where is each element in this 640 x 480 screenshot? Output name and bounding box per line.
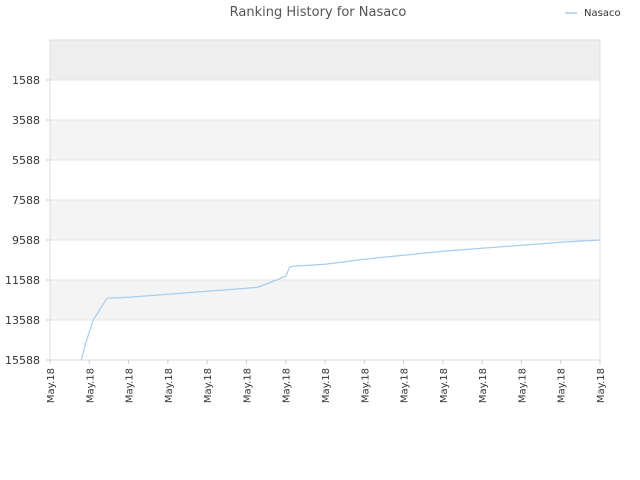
plot-band bbox=[50, 200, 600, 240]
x-tick-label: May.18 bbox=[164, 368, 175, 403]
y-tick-label: 3588 bbox=[12, 114, 40, 127]
x-tick-label: May.18 bbox=[360, 368, 371, 403]
chart-title: Ranking History for Nasaco bbox=[230, 5, 407, 20]
plot-band bbox=[50, 120, 600, 160]
plot-band bbox=[50, 280, 600, 320]
series-line-nasaco bbox=[80, 239, 601, 361]
y-tick-label: 5588 bbox=[12, 154, 40, 167]
x-tick-label: May.18 bbox=[321, 368, 332, 403]
x-tick-label: May.18 bbox=[46, 368, 57, 403]
x-tick-label: May.18 bbox=[439, 368, 450, 403]
x-tick-label: May.18 bbox=[478, 368, 489, 403]
plot-band bbox=[50, 160, 600, 200]
y-tick-label: 9588 bbox=[12, 234, 40, 247]
y-tick-label: 15588 bbox=[5, 354, 40, 367]
x-tick-label: May.18 bbox=[85, 368, 96, 403]
x-tick-label: May.18 bbox=[400, 368, 411, 403]
y-tick-label: 1588 bbox=[12, 74, 40, 87]
y-tick-label: 13588 bbox=[5, 314, 40, 327]
plot-background-bands bbox=[50, 40, 600, 360]
y-tick-label: 11588 bbox=[5, 274, 40, 287]
x-tick-label: May.18 bbox=[282, 368, 293, 403]
x-tick-label: May.18 bbox=[203, 368, 214, 403]
x-axis-ticks: May.18 May.18 May.18 May.18 May.18 May.18 May.… bbox=[46, 360, 607, 403]
series-layer bbox=[80, 239, 601, 361]
legend: Nasaco bbox=[565, 8, 621, 19]
plot-band bbox=[50, 40, 600, 80]
y-tick-label: 7588 bbox=[12, 194, 40, 207]
y-axis-ticks: 1588 3588 5588 7588 9588 11588 13588 15588 bbox=[5, 74, 50, 367]
legend-label: Nasaco bbox=[584, 8, 621, 19]
x-tick-label: May.18 bbox=[557, 368, 568, 403]
plot-band bbox=[50, 80, 600, 120]
x-tick-label: May.18 bbox=[517, 368, 528, 403]
x-tick-label: May.18 bbox=[125, 368, 136, 403]
plot-band bbox=[50, 320, 600, 360]
x-tick-label: May.18 bbox=[242, 368, 253, 403]
x-tick-label: May.18 bbox=[596, 368, 607, 403]
